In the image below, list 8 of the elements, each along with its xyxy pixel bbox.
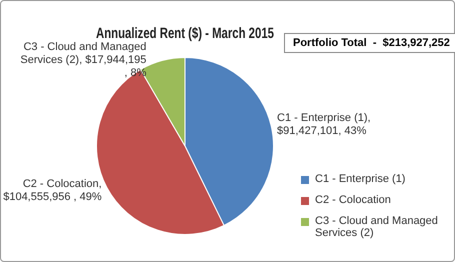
legend-label: C3 - Cloud and Managed Services (2) [315,215,439,239]
legend-label: C1 - Enterprise (1) [315,173,406,185]
legend-label: C2 - Colocation [315,194,391,206]
data-label: C1 - Enterprise (1), $91,427,101, 43% [277,112,371,138]
chart-title: Annualized Rent ($) - March 2015 [96,24,274,42]
data-label: C3 - Cloud and Managed Services (2), $17,944,195 , 8% [20,40,147,79]
text: Portfolio Total - $213,927,252 [284,33,455,53]
data-label: C2 - Colocation, $104,555,956 , 49% [3,178,102,204]
